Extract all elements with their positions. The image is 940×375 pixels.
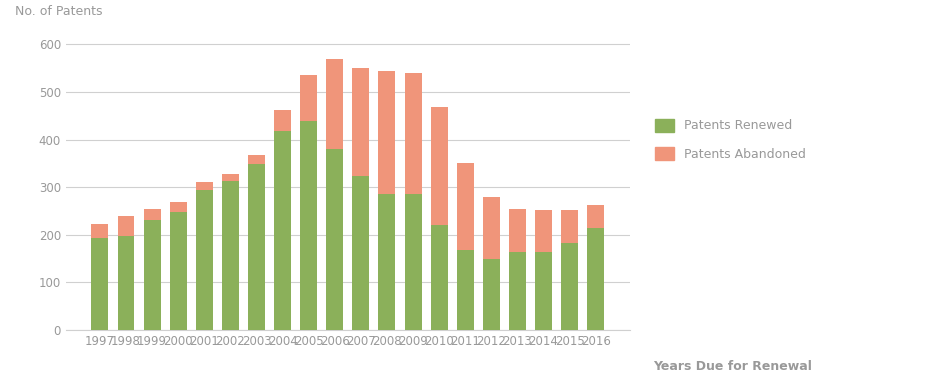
- Bar: [588, 228, 604, 330]
- Bar: [91, 238, 108, 330]
- Bar: [91, 224, 108, 238]
- Bar: [509, 209, 525, 252]
- Legend: Patents Renewed, Patents Abandoned: Patents Renewed, Patents Abandoned: [655, 119, 806, 161]
- Bar: [561, 210, 578, 243]
- Bar: [170, 202, 187, 212]
- Bar: [535, 210, 552, 252]
- Bar: [509, 252, 525, 330]
- Bar: [222, 174, 239, 182]
- Text: Years Due for Renewal: Years Due for Renewal: [653, 360, 812, 373]
- Bar: [222, 182, 239, 330]
- Bar: [431, 107, 447, 225]
- Bar: [352, 176, 369, 330]
- Bar: [274, 110, 291, 131]
- Bar: [379, 194, 396, 330]
- Bar: [535, 252, 552, 330]
- Bar: [326, 149, 343, 330]
- Bar: [274, 131, 291, 330]
- Bar: [326, 58, 343, 149]
- Bar: [404, 194, 421, 330]
- Bar: [248, 155, 265, 164]
- Bar: [248, 164, 265, 330]
- Bar: [457, 250, 474, 330]
- Bar: [196, 190, 212, 330]
- Bar: [431, 225, 447, 330]
- Bar: [196, 182, 212, 190]
- Bar: [588, 205, 604, 228]
- Bar: [300, 122, 317, 330]
- Bar: [118, 216, 134, 236]
- Bar: [483, 196, 500, 259]
- Bar: [170, 212, 187, 330]
- Bar: [561, 243, 578, 330]
- Bar: [457, 163, 474, 250]
- Bar: [300, 75, 317, 122]
- Bar: [352, 68, 369, 176]
- Bar: [379, 71, 396, 194]
- Bar: [144, 220, 161, 330]
- Text: No. of Patents: No. of Patents: [15, 5, 102, 18]
- Bar: [404, 73, 421, 194]
- Bar: [118, 236, 134, 330]
- Bar: [144, 209, 161, 220]
- Bar: [483, 259, 500, 330]
